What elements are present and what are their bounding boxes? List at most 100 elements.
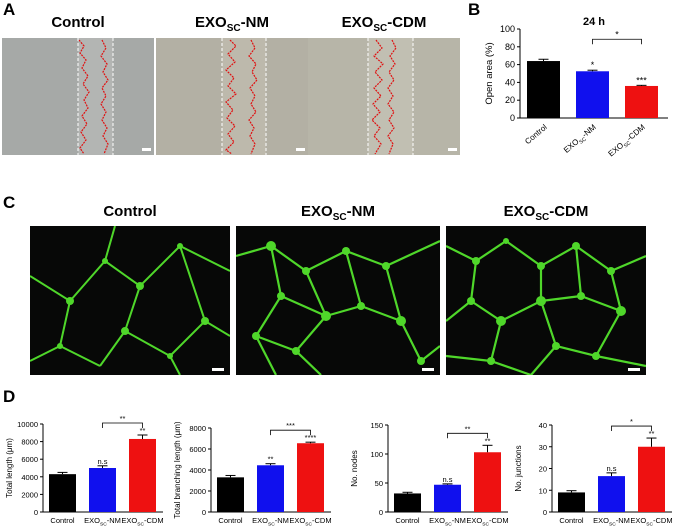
group-name: Control [103, 203, 157, 220]
y-tick-label: 4000 [189, 466, 206, 475]
bar-significance-label: * [591, 60, 595, 70]
panel-label-a: A [3, 0, 16, 19]
y-tick-label: 40 [505, 77, 515, 87]
bar [598, 476, 625, 512]
bar-significance-label: ** [649, 429, 655, 438]
tube-image-control [30, 226, 230, 375]
y-axis-title: No. junctions [514, 445, 523, 491]
y-axis-title: Total branching length (μm) [173, 421, 182, 518]
comparison-bracket [270, 429, 311, 436]
tube-title-nm: EXOSC-NM [236, 203, 440, 223]
y-tick-label: 20 [505, 95, 515, 105]
tube-image-cdm [446, 226, 646, 375]
scratch-title-control: Control [2, 14, 154, 31]
group-base: EXO [341, 14, 374, 31]
comparison-bracket [592, 38, 642, 45]
group-suffix: -NM [346, 203, 375, 220]
comparison-label: * [630, 417, 633, 426]
bar-significance-label: ** [485, 436, 491, 445]
panel-label-c: C [3, 193, 16, 212]
y-tick-label: 0 [510, 113, 515, 123]
group-base: EXO [503, 203, 536, 220]
group-sub: SC [332, 212, 347, 223]
group-suffix: -CDM [549, 203, 589, 220]
bar [474, 452, 501, 512]
bar-chart-1: 0 20 40 60 80 100 Open area (%) 24 h Control * EXO… [484, 16, 668, 158]
y-tick-label: 6000 [21, 455, 38, 464]
scratch-image-cdm [308, 38, 460, 155]
bar [129, 438, 156, 512]
y-tick-label: 150 [370, 421, 383, 430]
bar [297, 443, 324, 512]
category-label: EXOSC-NM [84, 516, 121, 527]
y-tick-label: 0 [543, 508, 547, 517]
category-label: Control [218, 516, 243, 525]
y-tick-label: 0 [379, 508, 383, 517]
category-label: EXOSC-CDM [466, 516, 508, 527]
bar [434, 484, 461, 512]
y-tick-label: 0 [202, 508, 206, 517]
scratch-title-cdm: EXOSC-CDM [308, 14, 460, 34]
chart-title: 24 h [583, 16, 605, 28]
y-tick-label: 50 [375, 479, 383, 488]
bar [89, 468, 116, 512]
tube-title-control: Control [30, 203, 230, 220]
y-tick-label: 100 [370, 450, 383, 459]
y-tick-label: 80 [505, 42, 515, 52]
group-sub: SC [226, 23, 241, 34]
bar-significance-label: ** [140, 426, 146, 435]
bar [558, 492, 585, 512]
bar-significance-label: n.s [442, 475, 452, 484]
group-name: Control [51, 14, 105, 31]
panel-label-d: D [3, 387, 16, 406]
bar [625, 85, 658, 118]
y-tick-label: 8000 [189, 424, 206, 433]
bar-chart-3: 0 2000 4000 6000 8000 Total branching length … [173, 421, 332, 527]
scratch-image-nm [156, 38, 308, 155]
category-label: EXOSC-CDM [121, 516, 163, 527]
y-axis-title: No. nodes [350, 450, 359, 486]
y-tick-label: 6000 [189, 445, 206, 454]
y-tick-label: 60 [505, 60, 515, 70]
comparison-label: *** [286, 421, 295, 430]
tube-image-nm [236, 226, 440, 375]
bar-chart-4: 0 50 100 150 No. nodes Control n.s EXOSC-NM ** EX… [350, 421, 509, 527]
comparison-label: * [615, 29, 619, 39]
y-tick-label: 30 [539, 443, 547, 452]
y-tick-label: 8000 [21, 438, 38, 447]
category-label: EXOSC-NM [252, 516, 289, 527]
scratch-image-control [2, 38, 154, 155]
bar-significance-label: n.s [606, 464, 616, 473]
tube-title-cdm: EXOSC-CDM [446, 203, 646, 223]
panel-label-b: B [468, 0, 481, 19]
bar [257, 465, 284, 512]
comparison-bracket [447, 432, 488, 439]
bar-significance-label: ** [268, 455, 274, 464]
y-tick-label: 10 [539, 486, 547, 495]
category-label: EXOSC-NM [593, 516, 630, 527]
group-base: EXO [301, 203, 333, 220]
category-label: Control [523, 122, 549, 146]
category-label: Control [50, 516, 75, 525]
y-tick-label: 100 [500, 24, 515, 34]
y-axis-title: Open area (%) [484, 42, 495, 104]
bar-significance-label: n.s [97, 457, 107, 466]
group-sub: SC [373, 23, 388, 34]
category-label: EXOSC-NM [429, 516, 466, 527]
comparison-bracket [102, 422, 143, 428]
y-tick-label: 40 [539, 421, 547, 430]
bar [394, 493, 421, 512]
group-suffix: -NM [240, 14, 269, 31]
group-base: EXO [195, 14, 227, 31]
y-tick-label: 0 [34, 508, 38, 517]
bar-significance-label: **** [305, 433, 317, 442]
group-sub: SC [535, 212, 550, 223]
y-tick-label: 4000 [21, 473, 38, 482]
category-label: EXOSC-CDM [630, 516, 672, 527]
comparison-bracket [611, 425, 652, 432]
bar [217, 477, 244, 512]
y-axis-title: Total length (μm) [5, 438, 14, 498]
y-tick-label: 10000 [17, 420, 38, 429]
y-tick-label: 2000 [21, 490, 38, 499]
